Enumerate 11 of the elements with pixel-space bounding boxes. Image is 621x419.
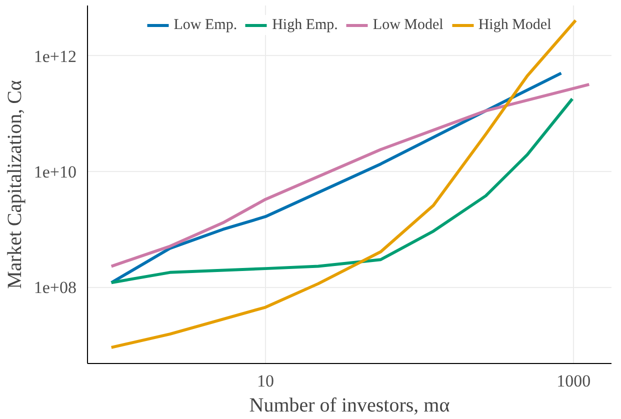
legend-label: High Emp.: [272, 16, 338, 34]
legend-label: Low Emp.: [174, 16, 238, 34]
y-tick-label: 1e+10: [34, 162, 77, 182]
y-axis-title: Market Capitalization, Cα: [4, 80, 26, 289]
legend-label: High Model: [478, 16, 552, 34]
x-tick-label: 10: [256, 372, 274, 390]
x-axis-title: Number of investors, mα: [249, 394, 450, 416]
y-tick-label: 1e+12: [34, 46, 77, 66]
x-tick-label: 1000: [556, 372, 591, 390]
legend-label: Low Model: [372, 16, 444, 34]
y-tick-label: 1e+08: [34, 278, 77, 298]
